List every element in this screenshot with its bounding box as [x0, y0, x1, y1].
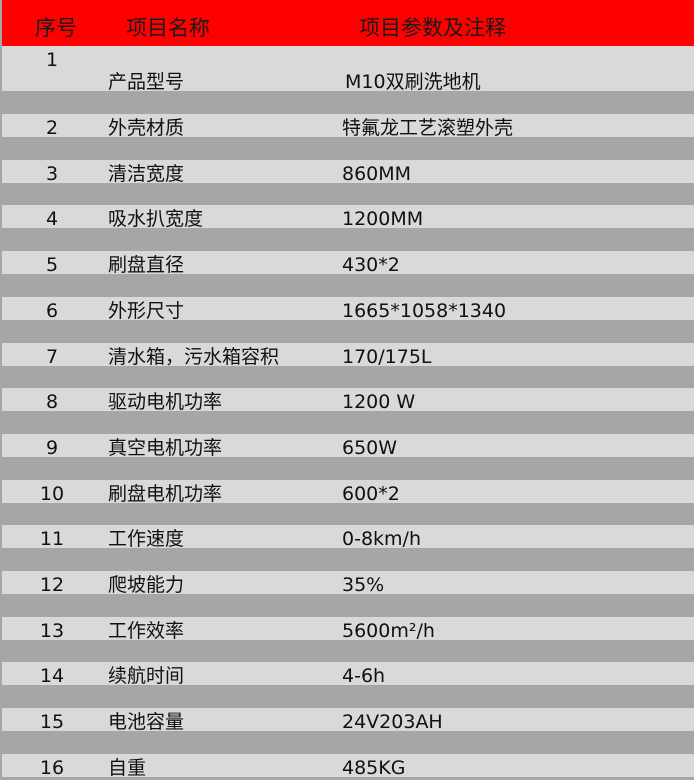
item-value: 24V203AH	[342, 711, 443, 731]
header-name: 项目名称	[126, 16, 210, 40]
table-row: 16 自重 485KG	[2, 754, 694, 777]
item-value: 170/175L	[342, 346, 432, 366]
item-name: 工作效率	[108, 620, 185, 640]
item-value: 特氟龙工艺滚塑外壳	[342, 117, 514, 137]
table-row: 4 吸水扒宽度 1200MM	[2, 205, 694, 228]
item-name: 工作速度	[108, 528, 185, 548]
item-value: 650W	[342, 437, 398, 457]
item-name: 驱动电机功率	[108, 391, 223, 411]
item-value: 4-6h	[342, 665, 386, 685]
item-name: 自重	[108, 757, 147, 777]
row-number: 6	[45, 300, 59, 320]
item-name: 刷盘直径	[108, 254, 185, 274]
item-value: 485KG	[342, 757, 406, 777]
table-header: 序号 项目名称 项目参数及注释	[2, 0, 694, 46]
table-row: 14 续航时间 4-6h	[2, 662, 694, 685]
row-number: 7	[45, 346, 59, 366]
item-value: 1200 W	[342, 391, 416, 411]
row-number: 16	[39, 757, 65, 777]
item-name: 刷盘电机功率	[108, 483, 223, 503]
table-row: 13 工作效率 5600m²/h	[2, 617, 694, 640]
item-value: 600*2	[342, 483, 400, 503]
item-name: 吸水扒宽度	[108, 208, 204, 228]
row-number: 12	[39, 574, 65, 594]
table-row: 7 清水箱，污水箱容积 170/175L	[2, 343, 694, 366]
row-number: 9	[45, 437, 59, 457]
row-number: 10	[39, 483, 65, 503]
row-number: 8	[45, 391, 59, 411]
table-row: 3 清洁宽度 860MM	[2, 160, 694, 183]
table-row: 2 外壳材质 特氟龙工艺滚塑外壳	[2, 114, 694, 137]
item-name: 清水箱，污水箱容积	[108, 346, 280, 366]
item-value: 1200MM	[342, 208, 424, 228]
header-no: 序号	[35, 16, 77, 40]
item-value: 860MM	[342, 163, 412, 183]
table-row: 11 工作速度 0-8km/h	[2, 525, 694, 548]
item-value: 0-8km/h	[342, 528, 421, 548]
row-number: 13	[39, 620, 65, 640]
row-number: 2	[45, 117, 59, 137]
item-value: 430*2	[342, 254, 400, 274]
row-number: 3	[45, 163, 59, 183]
row-number: 5	[45, 254, 59, 274]
row-number: 4	[45, 208, 59, 228]
row-number: 15	[39, 711, 65, 731]
item-value: 1665*1058*1340	[342, 300, 507, 320]
item-name: 清洁宽度	[108, 163, 185, 183]
row-number: 14	[39, 665, 65, 685]
item-name: 续航时间	[108, 665, 185, 685]
item-name: 外壳材质	[108, 117, 185, 137]
item-name: 电池容量	[108, 711, 185, 731]
item-value: M10双刷洗地机	[345, 71, 481, 91]
table-row: 1 产品型号 M10双刷洗地机	[2, 46, 694, 91]
item-name: 产品型号	[108, 71, 185, 91]
table-row: 10 刷盘电机功率 600*2	[2, 480, 694, 503]
table-row: 6 外形尺寸 1665*1058*1340	[2, 297, 694, 320]
table-row: 9 真空电机功率 650W	[2, 434, 694, 457]
table-row: 5 刷盘直径 430*2	[2, 251, 694, 274]
table-row: 8 驱动电机功率 1200 W	[2, 388, 694, 411]
table-row: 12 爬坡能力 35%	[2, 571, 694, 594]
item-value: 5600m²/h	[342, 620, 435, 640]
row-number: 1	[45, 49, 59, 71]
item-name: 爬坡能力	[108, 574, 185, 594]
item-name: 真空电机功率	[108, 437, 223, 457]
item-value: 35%	[342, 574, 385, 594]
row-number: 11	[39, 528, 65, 548]
header-value: 项目参数及注释	[359, 16, 506, 40]
table-row: 15 电池容量 24V203AH	[2, 708, 694, 731]
item-name: 外形尺寸	[108, 300, 185, 320]
